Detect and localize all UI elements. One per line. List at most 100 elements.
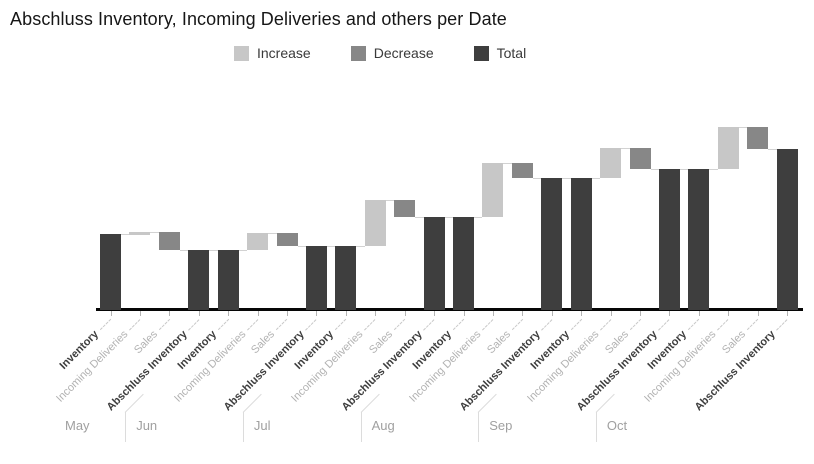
waterfall-bar-increase[interactable] [364, 199, 386, 246]
axis-tick [169, 311, 171, 316]
axis-tick [522, 311, 524, 316]
connector-line [415, 216, 424, 218]
connector-line [238, 249, 248, 251]
month-separator [242, 412, 244, 442]
label-leader-line [570, 319, 582, 331]
label-leader-line [540, 319, 553, 331]
connector-line [326, 245, 336, 247]
axis-tick [551, 311, 553, 316]
waterfall-bar-decrease[interactable] [629, 147, 651, 169]
connector-line [150, 231, 159, 233]
waterfall-bar-total[interactable] [658, 168, 680, 310]
axis-tick [669, 311, 671, 316]
axis-tick [228, 311, 230, 316]
label-leader-line [393, 319, 406, 331]
month-label: Sep [489, 418, 513, 433]
connector-line [474, 216, 483, 218]
axis-tick [198, 311, 200, 316]
waterfall-bar-decrease[interactable] [276, 232, 298, 246]
waterfall-bar-total[interactable] [188, 249, 210, 310]
axis-tick [110, 311, 112, 316]
axis-tick [257, 311, 259, 316]
axis-tick [757, 311, 759, 316]
label-leader-line [746, 319, 759, 331]
total-swatch-icon [473, 46, 489, 61]
connector-line [179, 249, 189, 251]
waterfall-bar-decrease[interactable] [394, 199, 416, 217]
chart-title: Abschluss Inventory, Incoming Deliveries… [10, 9, 507, 29]
connector-line [297, 245, 306, 247]
month-label: May [65, 418, 90, 433]
waterfall-bar-total[interactable] [453, 216, 475, 310]
waterfall-bar-increase[interactable] [600, 147, 622, 178]
waterfall-bar-total[interactable] [541, 177, 563, 310]
waterfall-bar-total[interactable] [217, 249, 239, 310]
label-leader-line [128, 319, 141, 331]
label-leader-line [187, 319, 200, 331]
waterfall-bar-decrease[interactable] [747, 126, 769, 149]
legend-item-decrease[interactable]: Decrease [350, 46, 434, 61]
connector-line [532, 177, 542, 179]
waterfall-bar-total[interactable] [688, 168, 710, 310]
waterfall-bar-increase[interactable] [482, 162, 504, 217]
label-leader-line [658, 319, 670, 331]
axis-tick [139, 311, 141, 316]
connector-line [621, 147, 630, 149]
axis-tick [434, 311, 436, 316]
label-leader-line [276, 319, 288, 331]
connector-line [356, 245, 365, 247]
connector-line [768, 148, 777, 150]
waterfall-bar-total[interactable] [570, 177, 592, 310]
connector-line [209, 249, 218, 251]
axis-tick [316, 311, 318, 316]
connector-line [268, 232, 277, 234]
label-leader-line [629, 319, 641, 331]
label-leader-line [423, 319, 435, 331]
x-axis-line [96, 308, 803, 311]
connector-line [650, 168, 659, 170]
connector-line [385, 199, 395, 201]
legend-item-increase[interactable]: Increase [234, 46, 311, 61]
label-leader-line [364, 319, 376, 331]
connector-line [679, 168, 689, 170]
month-label: Jun [136, 418, 158, 433]
connector-line [503, 162, 512, 164]
label-leader-line [452, 319, 464, 331]
waterfall-bar-total[interactable] [776, 148, 798, 310]
waterfall-bar-increase[interactable] [717, 126, 739, 169]
label-leader-line [511, 319, 523, 331]
waterfall-bar-total[interactable] [305, 245, 327, 310]
month-separator [595, 412, 597, 442]
month-label: Aug [371, 418, 395, 433]
label-leader-line [717, 319, 729, 331]
decrease-swatch-icon [350, 46, 366, 61]
label-leader-line [776, 319, 788, 331]
label-leader-line [687, 319, 700, 331]
month-label: Oct [606, 418, 628, 433]
connector-line [444, 216, 454, 218]
month-separator [478, 412, 480, 442]
waterfall-bar-decrease[interactable] [511, 162, 533, 178]
axis-tick [375, 311, 377, 316]
waterfall-bar-total[interactable] [335, 245, 357, 310]
increase-swatch-icon [234, 46, 249, 61]
chart-legend: Increase Decrease Total [234, 46, 526, 61]
waterfall-bar-total[interactable] [100, 233, 121, 310]
waterfall-bar-increase[interactable] [247, 232, 269, 250]
label-leader-line [246, 319, 258, 331]
label-leader-line [99, 319, 111, 331]
connector-line [738, 126, 748, 128]
waterfall-bar-increase[interactable] [129, 231, 151, 235]
legend-item-total[interactable]: Total [473, 46, 526, 61]
month-separator [125, 412, 127, 442]
waterfall-bar-total[interactable] [423, 216, 445, 310]
connector-line [562, 177, 571, 179]
axis-tick [463, 311, 465, 316]
legend-label: Increase [257, 45, 311, 61]
connector-line [709, 168, 718, 170]
axis-tick [787, 311, 789, 316]
axis-tick [640, 311, 642, 316]
waterfall-bar-decrease[interactable] [158, 231, 180, 250]
